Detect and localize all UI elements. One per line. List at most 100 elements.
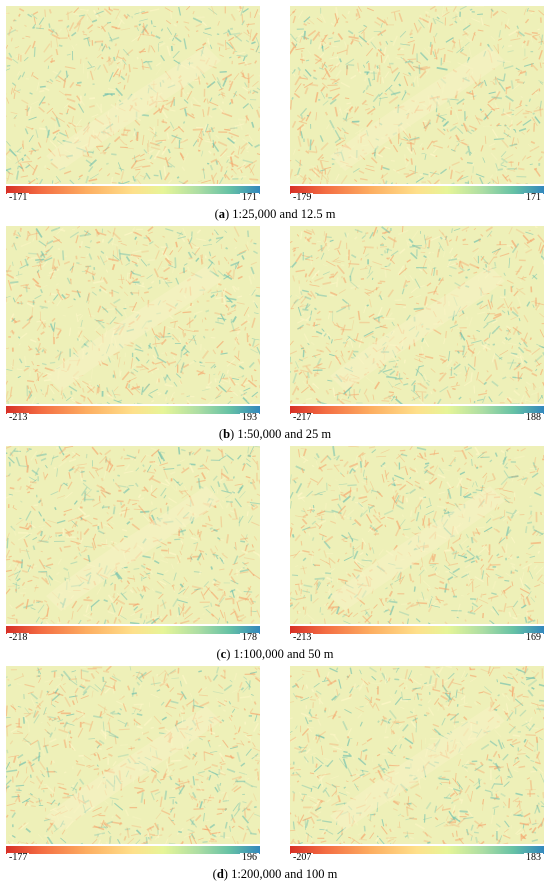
terrain-stroke (32, 11, 39, 16)
terrain-stroke (184, 25, 190, 32)
terrain-stroke (502, 376, 507, 380)
terrain-stroke (464, 619, 467, 622)
terrain-stroke (207, 131, 212, 142)
terrain-stroke (468, 90, 472, 94)
terrain-stroke (55, 571, 60, 576)
terrain-stroke (234, 124, 237, 133)
terrain-stroke (441, 11, 450, 17)
terrain-stroke (388, 359, 399, 363)
terrain-stroke (485, 374, 493, 382)
terrain-stroke (152, 354, 157, 359)
terrain-stroke (328, 360, 333, 369)
terrain-stroke (229, 376, 236, 386)
terrain-stroke (342, 613, 348, 618)
terrain-stroke (503, 298, 509, 309)
terrain-stroke (233, 73, 240, 81)
terrain-stroke (215, 296, 224, 300)
terrain-stroke (226, 127, 235, 131)
terrain-stroke (505, 85, 512, 90)
terrain-stroke (292, 275, 296, 282)
terrain-stroke (132, 249, 142, 254)
terrain-stroke (51, 398, 55, 401)
terrain-stroke (164, 478, 171, 485)
terrain-stroke (96, 12, 101, 17)
terrain-stroke (294, 83, 302, 93)
terrain-stroke (80, 380, 89, 390)
terrain-stroke (451, 44, 455, 50)
terrain-stroke (517, 69, 522, 73)
terrain-stroke (187, 33, 190, 38)
terrain-stroke (296, 326, 304, 330)
terrain-stroke (304, 255, 313, 260)
terrain-stroke (301, 177, 307, 184)
terrain-stroke (531, 300, 537, 303)
terrain-stroke (241, 6, 243, 10)
terrain-stroke (348, 106, 354, 112)
terrain-stroke (203, 348, 208, 352)
terrain-stroke (131, 35, 141, 42)
terrain-stroke (529, 337, 532, 341)
terrain-stroke (450, 149, 456, 152)
terrain-stroke (229, 577, 232, 581)
terrain-stroke (6, 558, 11, 561)
terrain-stroke (242, 86, 249, 92)
terrain-stroke (26, 316, 33, 321)
terrain-stroke (414, 278, 421, 289)
terrain-stroke (405, 480, 414, 486)
terrain-stroke (21, 569, 28, 574)
terrain-stroke (290, 69, 295, 73)
terrain-stroke (416, 60, 421, 64)
terrain-stroke (221, 91, 225, 95)
terrain-stroke (350, 284, 361, 290)
terrain-stroke (96, 146, 101, 152)
terrain-stroke (207, 399, 215, 404)
terrain-stroke (106, 460, 111, 472)
terrain-stroke (87, 24, 94, 30)
terrain-stroke (203, 605, 210, 608)
terrain-stroke (247, 313, 250, 318)
terrain-stroke (327, 175, 329, 180)
terrain-stroke (383, 509, 394, 516)
terrain-stroke (183, 38, 187, 50)
terrain-stroke (498, 609, 503, 612)
terrain-stroke (381, 76, 385, 84)
terrain-stroke (453, 228, 461, 231)
terrain-stroke (449, 125, 457, 132)
terrain-stroke (13, 505, 15, 508)
terrain-stroke (43, 600, 48, 603)
terrain-stroke (529, 495, 532, 499)
terrain-stroke (337, 32, 344, 41)
terrain-stroke (483, 23, 490, 27)
terrain-stroke (157, 322, 162, 326)
terrain-stroke (197, 478, 201, 489)
terrain-stroke (65, 453, 71, 458)
terrain-stroke (6, 446, 12, 449)
terrain-stroke (296, 173, 302, 179)
terrain-stroke (164, 389, 169, 395)
terrain-stroke (109, 302, 117, 308)
terrain-stroke (222, 287, 227, 294)
terrain-stroke (457, 350, 460, 354)
terrain-stroke (113, 394, 121, 396)
terrain-stroke (46, 563, 54, 567)
terrain-stroke (330, 127, 336, 130)
terrain-stroke (202, 335, 206, 339)
terrain-stroke (165, 281, 173, 284)
terrain-stroke (160, 552, 165, 558)
terrain-stroke (493, 325, 498, 335)
terrain-stroke (535, 566, 544, 575)
terrain-stroke (413, 307, 424, 310)
terrain-stroke (448, 265, 457, 270)
terrain-stroke (347, 573, 352, 577)
terrain-stroke (432, 51, 436, 58)
terrain-stroke (144, 291, 149, 294)
terrain-stroke (238, 122, 243, 131)
terrain-stroke (526, 301, 531, 307)
terrain-stroke (132, 455, 137, 461)
terrain-stroke (325, 236, 332, 239)
terrain-stroke (306, 490, 314, 498)
terrain-stroke (201, 179, 212, 184)
terrain-stroke (403, 482, 407, 485)
terrain-stroke (8, 52, 13, 58)
terrain-stroke (433, 267, 436, 276)
